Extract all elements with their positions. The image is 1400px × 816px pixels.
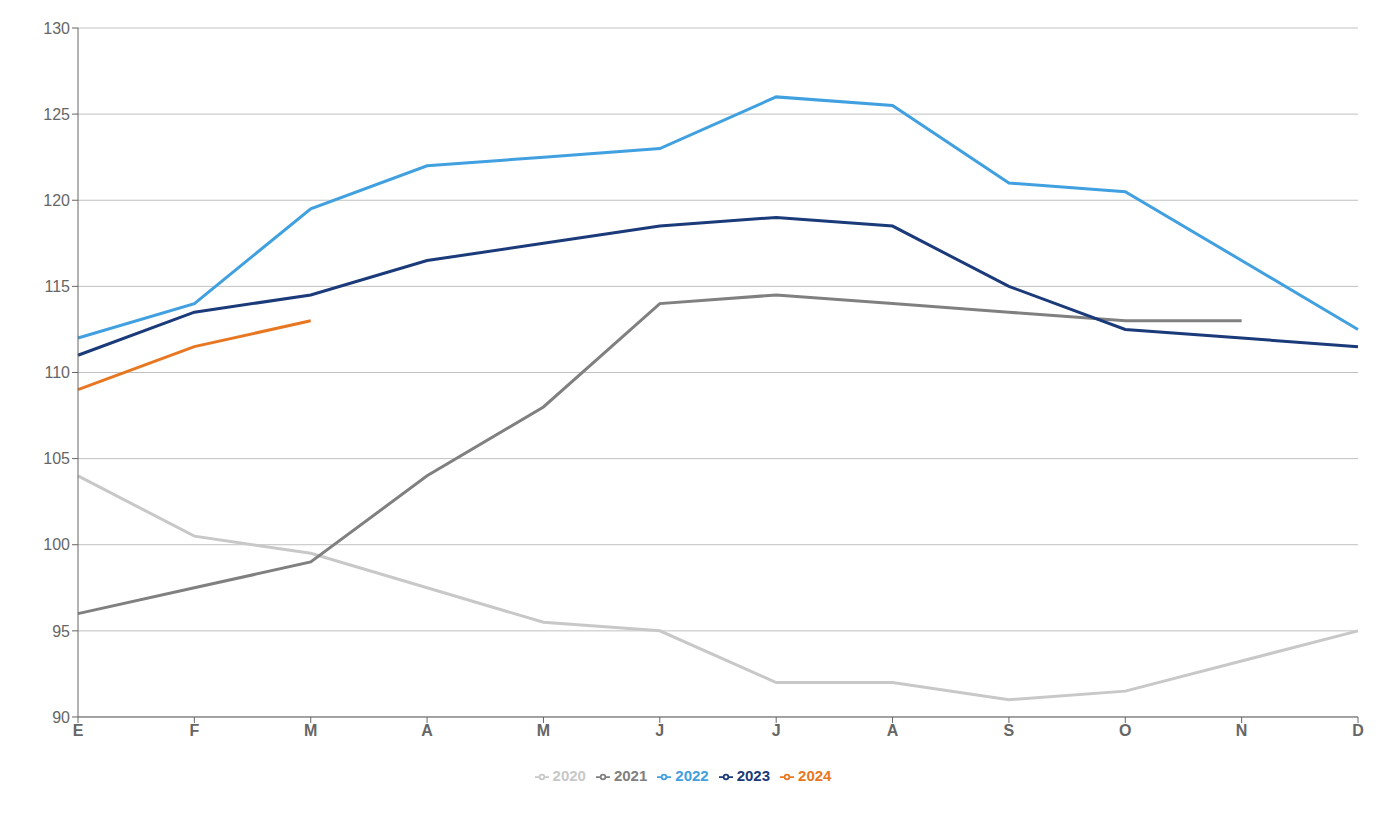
svg-text:M: M xyxy=(304,722,317,739)
svg-text:120: 120 xyxy=(43,192,70,209)
svg-text:110: 110 xyxy=(44,364,70,381)
svg-text:125: 125 xyxy=(43,106,70,123)
html-text:2020: 2020 xyxy=(552,767,586,784)
svg-text:E: E xyxy=(73,722,84,739)
svg-text:S: S xyxy=(1004,722,1015,739)
svg-text:N: N xyxy=(1236,722,1248,739)
svg-text:J: J xyxy=(655,722,664,739)
html-text:2021: 2021 xyxy=(613,767,648,784)
svg-text:100: 100 xyxy=(43,536,70,553)
html-text:2023: 2023 xyxy=(736,767,771,784)
svg-text:A: A xyxy=(887,722,899,739)
html-text:2024: 2024 xyxy=(798,767,832,784)
svg-text:115: 115 xyxy=(44,278,70,295)
svg-text:D: D xyxy=(1352,722,1364,739)
svg-text:M: M xyxy=(537,722,550,739)
svg-text:130: 130 xyxy=(43,20,70,37)
svg-text:105: 105 xyxy=(43,450,70,467)
svg-text:J: J xyxy=(772,722,781,739)
svg-text:90: 90 xyxy=(52,709,70,726)
svg-text:A: A xyxy=(421,722,433,739)
svg-text:95: 95 xyxy=(52,623,70,640)
svg-text:O: O xyxy=(1119,722,1131,739)
svg-text:F: F xyxy=(189,722,199,739)
html-text:2022: 2022 xyxy=(675,767,709,784)
